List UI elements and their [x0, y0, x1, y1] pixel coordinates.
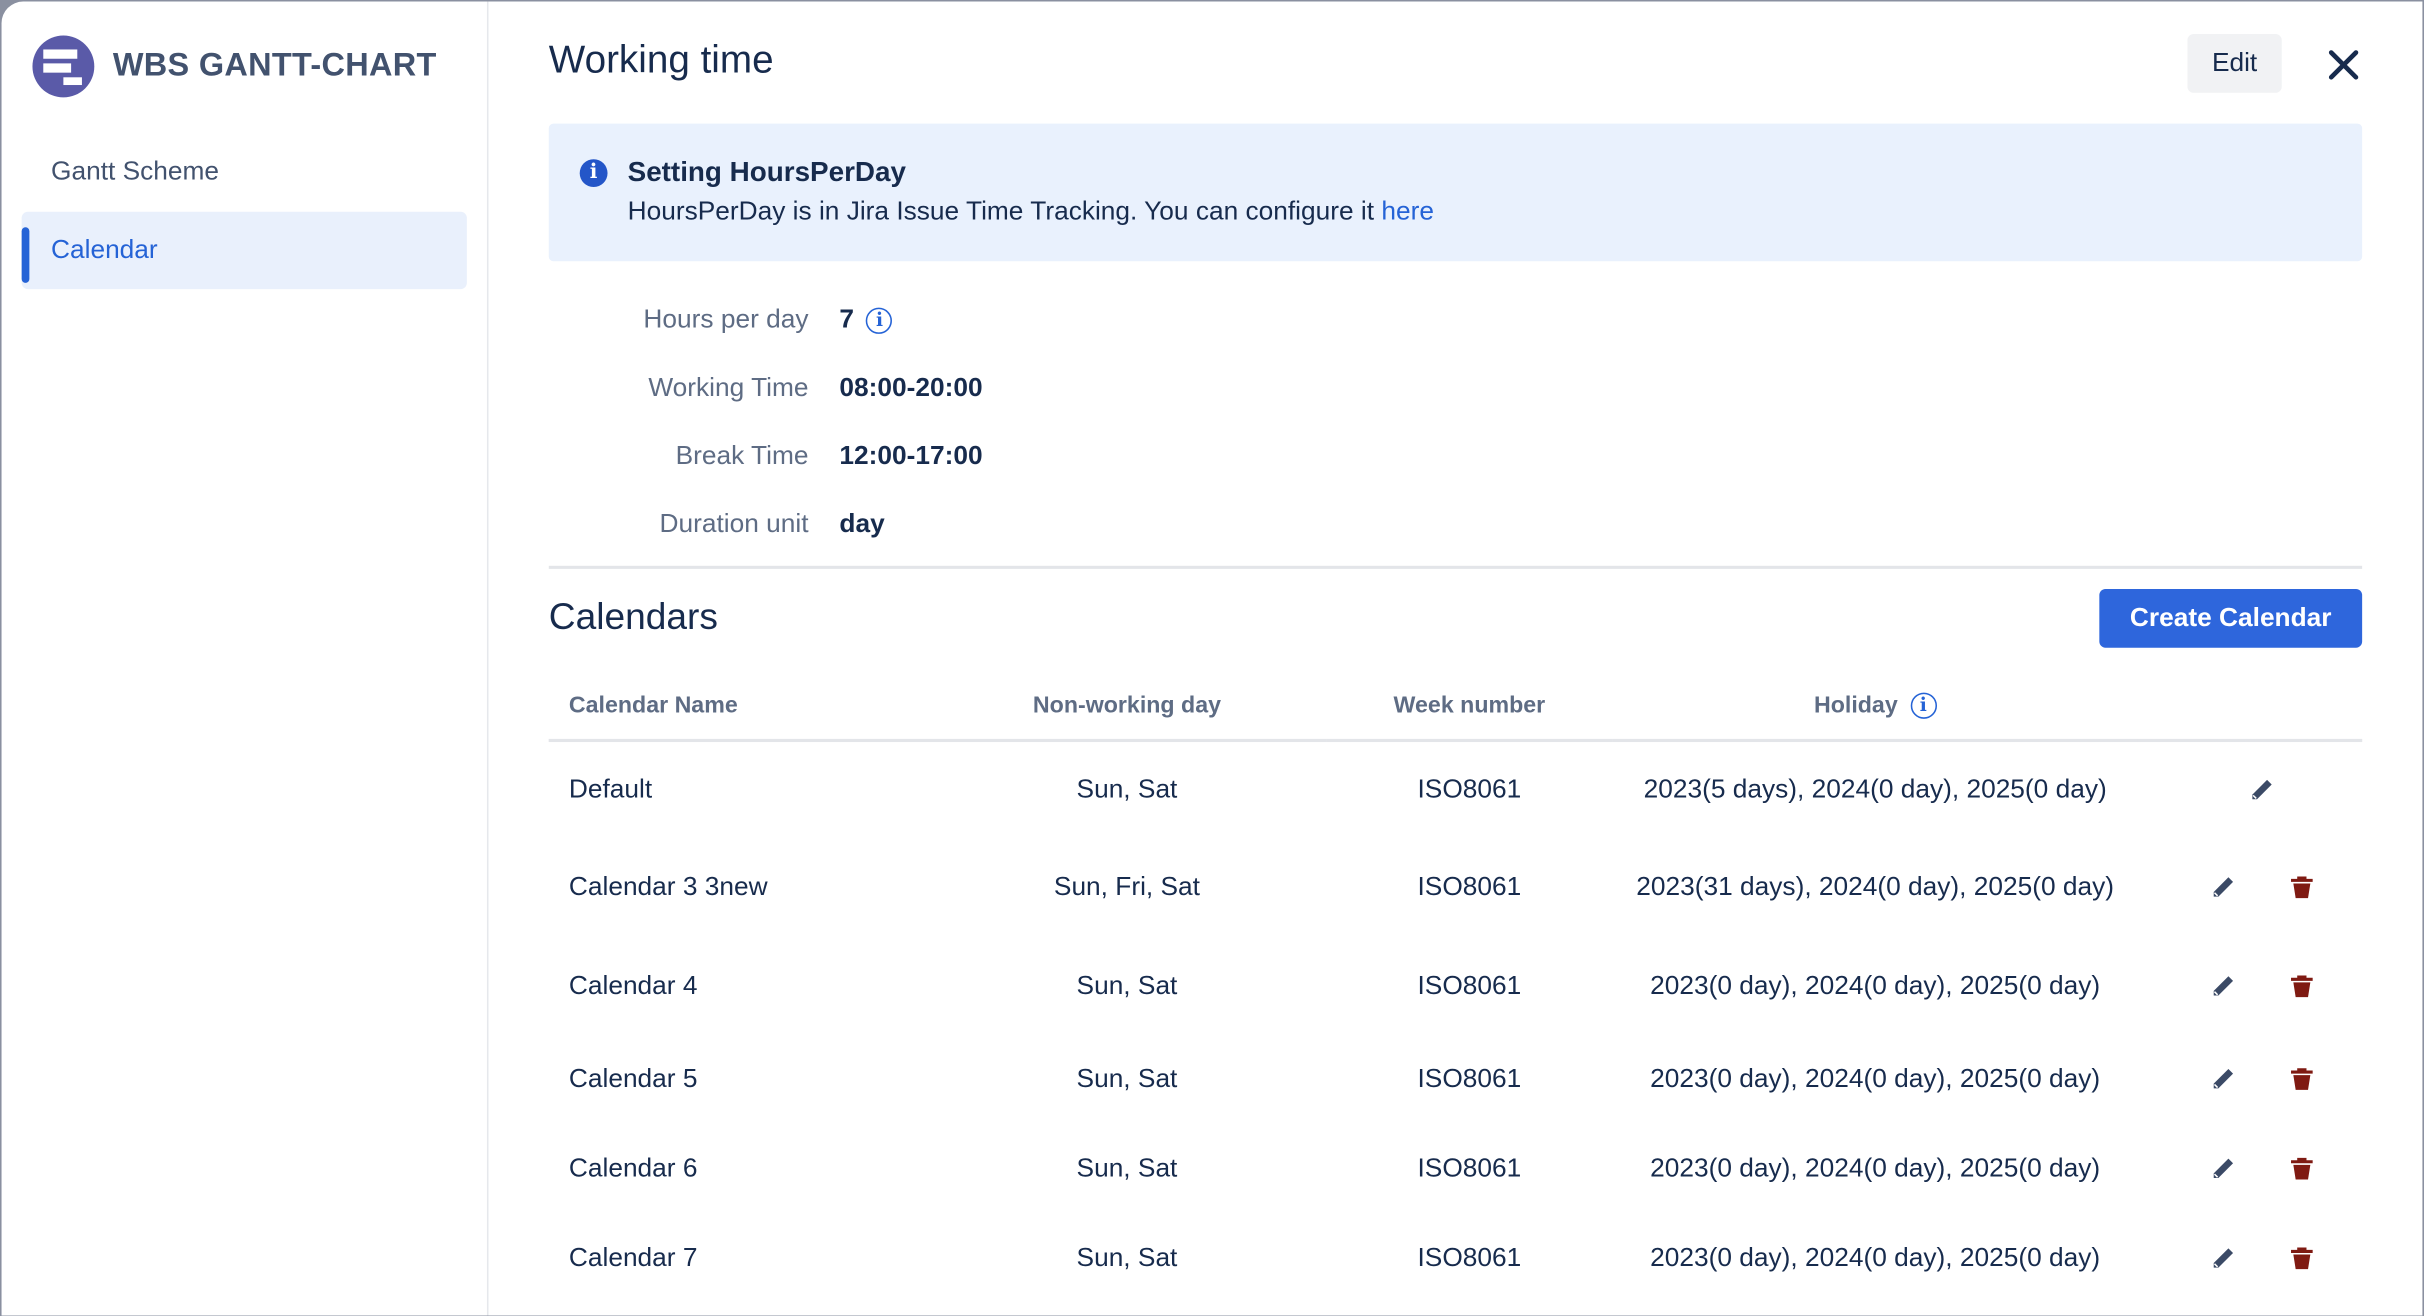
col-header-name: Calendar Name [548, 670, 928, 743]
table-row: Calendar 5 Sun, Sat ISO8061 2023(0 day),… [549, 1034, 2362, 1124]
calendar-name: Calendar 7 [568, 1242, 698, 1273]
field-hours-per-day: Hours per day 7 i [549, 305, 1477, 351]
info-banner: i Setting HoursPerDay HoursPerDay is in … [548, 123, 2363, 262]
create-calendar-button[interactable]: Create Calendar [2099, 588, 2363, 648]
week-number: ISO8061 [1417, 773, 1522, 804]
calendar-name: Calendar 3 3new [568, 871, 768, 902]
week-number: ISO8061 [1417, 871, 1522, 902]
delete-trash-icon[interactable] [2288, 1155, 2316, 1183]
delete-trash-icon[interactable] [2288, 873, 2316, 901]
edit-pencil-icon[interactable] [2209, 873, 2237, 901]
edit-pencil-icon[interactable] [2248, 775, 2276, 803]
app-title: WBS GANTT-CHART [112, 47, 437, 84]
edit-pencil-icon[interactable] [2209, 1244, 2237, 1272]
holiday: 2023(0 day), 2024(0 day), 2025(0 day) [1650, 1063, 2101, 1093]
info-icon: i [579, 159, 608, 188]
week-number: ISO8061 [1417, 1153, 1522, 1183]
holiday: 2023(0 day), 2024(0 day), 2025(0 day) [1650, 1242, 2101, 1273]
close-icon[interactable] [2320, 42, 2366, 88]
holiday: 2023(0 day), 2024(0 day), 2025(0 day) [1650, 1153, 2101, 1183]
sidebar: WBS GANTT-CHART Gantt Scheme Calendar [2, 1, 489, 1316]
app-logo-icon [32, 35, 95, 98]
holiday: 2023(31 days), 2024(0 day), 2025(0 day) [1636, 871, 2115, 902]
calendar-name: Calendar 6 [568, 1153, 698, 1183]
week-number: ISO8061 [1417, 1063, 1522, 1093]
table-row: Calendar 7 Sun, Sat ISO8061 2023(0 day),… [549, 1214, 2362, 1304]
week-number: ISO8061 [1417, 970, 1522, 1001]
calendars-table: Calendar Name Non-working day Week numbe… [548, 670, 2363, 1304]
field-break-time: Break Time 12:00-17:00 [675, 440, 983, 470]
holiday: 2023(0 day), 2024(0 day), 2025(0 day) [1650, 970, 2101, 1001]
edit-button[interactable]: Edit [2187, 34, 2282, 93]
nonworking-day: Sun, Sat [1076, 1242, 1178, 1273]
divider [548, 565, 2363, 569]
calendar-name: Calendar 5 [568, 1063, 698, 1093]
field-duration-unit: Duration unit day [659, 508, 885, 538]
edit-pencil-icon[interactable] [2209, 972, 2237, 1000]
delete-trash-icon[interactable] [2288, 1244, 2316, 1272]
nonworking-day: Sun, Sat [1076, 1063, 1178, 1093]
sidebar-item-gantt-scheme[interactable]: Gantt Scheme [51, 156, 220, 186]
holiday: 2023(5 days), 2024(0 day), 2025(0 day) [1643, 773, 2107, 804]
col-header-holiday: Holiday i [1612, 670, 2138, 743]
nonworking-day: Sun, Sat [1076, 1153, 1178, 1183]
delete-trash-icon[interactable] [2288, 1065, 2316, 1093]
info-icon[interactable]: i [1910, 691, 1937, 719]
configure-link[interactable]: here [1381, 196, 1434, 226]
table-row: Calendar 4 Sun, Sat ISO8061 2023(0 day),… [549, 938, 2362, 1034]
col-header-week: Week number [1326, 670, 1613, 743]
table-row: Default Sun, Sat ISO8061 2023(5 days), 2… [549, 740, 2362, 836]
page-title: Working time [548, 38, 774, 82]
sidebar-item-calendar[interactable]: Calendar [21, 211, 467, 290]
calendar-name: Default [568, 773, 653, 804]
delete-trash-icon[interactable] [2288, 972, 2316, 1000]
nonworking-day: Sun, Fri, Sat [1053, 871, 1200, 902]
table-row: Calendar 3 3new Sun, Fri, Sat ISO8061 20… [549, 836, 2362, 938]
col-header-nonworking: Non-working day [927, 670, 1327, 743]
edit-pencil-icon[interactable] [2209, 1155, 2237, 1183]
info-icon[interactable]: i [866, 307, 893, 334]
calendars-heading: Calendars [548, 596, 718, 639]
info-title: Setting HoursPerDay [627, 156, 906, 188]
nonworking-day: Sun, Sat [1076, 970, 1178, 1001]
week-number: ISO8061 [1417, 1242, 1522, 1273]
table-row: Calendar 6 Sun, Sat ISO8061 2023(0 day),… [549, 1124, 2362, 1214]
calendar-name: Calendar 4 [568, 970, 698, 1001]
field-working-time: Working Time 08:00-20:00 [648, 372, 983, 402]
nonworking-day: Sun, Sat [1076, 773, 1178, 804]
edit-pencil-icon[interactable] [2209, 1065, 2237, 1093]
info-text: HoursPerDay is in Jira Issue Time Tracki… [627, 196, 1434, 226]
